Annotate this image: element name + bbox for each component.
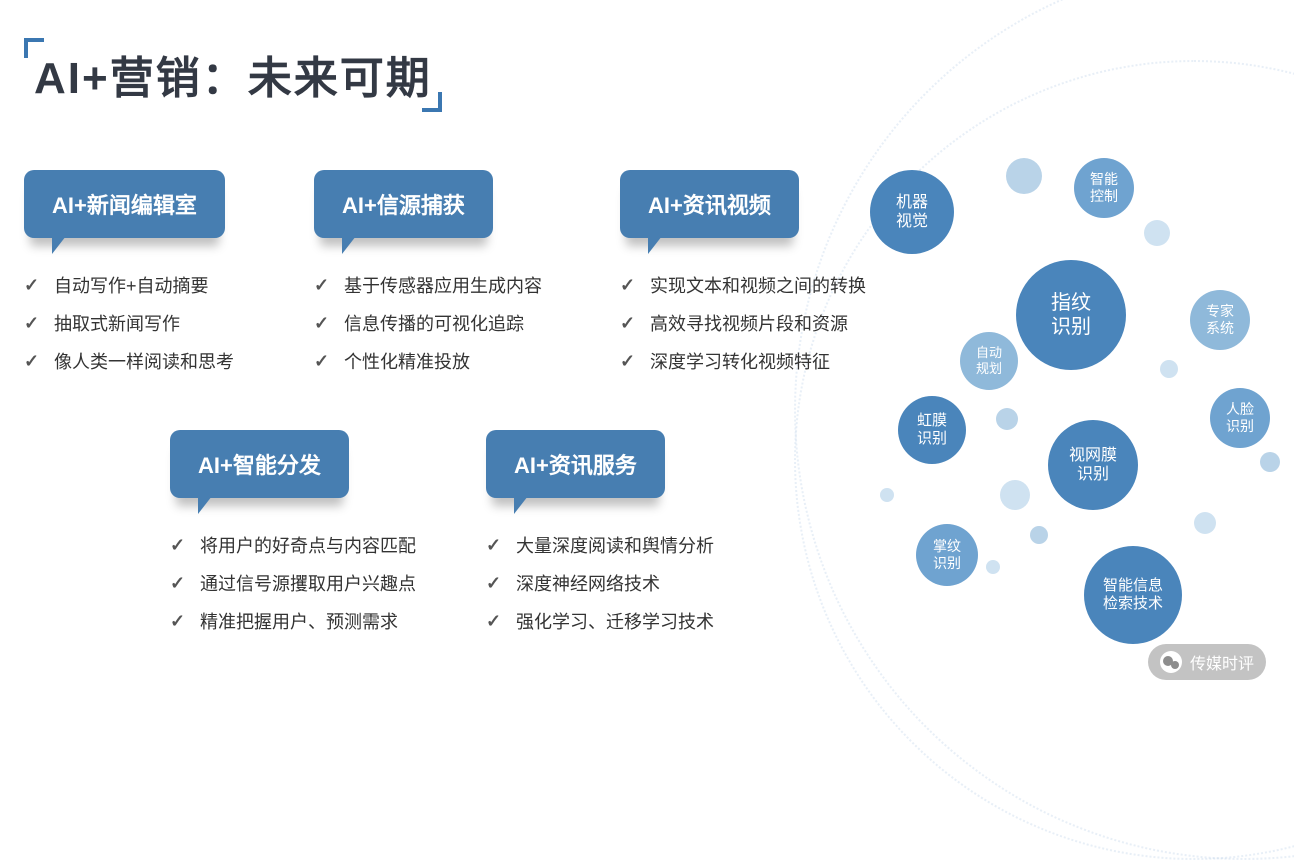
card-items: ✓ 基于传感器应用生成内容 ✓ 信息传播的可视化追踪 ✓ 个性化精准投放 bbox=[314, 272, 542, 374]
check-icon: ✓ bbox=[620, 275, 640, 296]
card-header: AI+智能分发 bbox=[170, 430, 349, 498]
page-title: AI+营销：未来可期 bbox=[34, 54, 432, 103]
check-icon: ✓ bbox=[170, 573, 190, 594]
card-items: ✓ 大量深度阅读和舆情分析 ✓ 深度神经网络技术 ✓ 强化学习、迁移学习技术 bbox=[486, 532, 714, 634]
card-items: ✓ 实现文本和视频之间的转换 ✓ 高效寻找视频片段和资源 ✓ 深度学习转化视频特征 bbox=[620, 272, 866, 374]
card-item: ✓ 像人类一样阅读和思考 bbox=[24, 348, 234, 374]
card-item: ✓ 高效寻找视频片段和资源 bbox=[620, 310, 866, 336]
card-item-text: 大量深度阅读和舆情分析 bbox=[516, 532, 714, 558]
topic-circle: 指纹 识别 bbox=[1016, 260, 1126, 370]
watermark: 传媒时评 bbox=[1148, 644, 1266, 680]
check-icon: ✓ bbox=[314, 351, 334, 372]
title-bracket-top-left bbox=[24, 38, 44, 58]
decorative-blob bbox=[1006, 158, 1042, 194]
card-item: ✓ 抽取式新闻写作 bbox=[24, 310, 234, 336]
check-icon: ✓ bbox=[620, 313, 640, 334]
card-c2: AI+信源捕获 ✓ 基于传感器应用生成内容 ✓ 信息传播的可视化追踪 ✓ 个性化精准投放 bbox=[314, 170, 542, 386]
decorative-blob bbox=[1194, 512, 1216, 534]
decorative-blob bbox=[1000, 480, 1030, 510]
card-c3: AI+资讯视频 ✓ 实现文本和视频之间的转换 ✓ 高效寻找视频片段和资源 ✓ 深度学习转化视… bbox=[620, 170, 866, 386]
topic-circle-label: 视网膜 识别 bbox=[1069, 446, 1117, 484]
card-item-text: 深度学习转化视频特征 bbox=[650, 348, 830, 374]
topic-circle-label: 专家 系统 bbox=[1206, 303, 1234, 337]
card-header: AI+资讯视频 bbox=[620, 170, 799, 238]
check-icon: ✓ bbox=[486, 573, 506, 594]
card-item-text: 将用户的好奇点与内容匹配 bbox=[200, 532, 416, 558]
check-icon: ✓ bbox=[314, 313, 334, 334]
topic-circle-label: 掌纹 识别 bbox=[933, 538, 961, 572]
card-item-text: 自动写作+自动摘要 bbox=[54, 272, 209, 298]
decorative-blob bbox=[1260, 452, 1280, 472]
wechat-icon bbox=[1160, 651, 1182, 673]
check-icon: ✓ bbox=[24, 275, 44, 296]
topic-circle-label: 智能信息 检索技术 bbox=[1103, 577, 1163, 613]
card-items: ✓ 将用户的好奇点与内容匹配 ✓ 通过信号源攫取用户兴趣点 ✓ 精准把握用户、预测需求 bbox=[170, 532, 416, 634]
decorative-blob bbox=[1030, 526, 1048, 544]
card-item: ✓ 基于传感器应用生成内容 bbox=[314, 272, 542, 298]
card-item-text: 高效寻找视频片段和资源 bbox=[650, 310, 848, 336]
decorative-blob bbox=[880, 488, 894, 502]
topic-circle: 虹膜 识别 bbox=[898, 396, 966, 464]
card-header: AI+信源捕获 bbox=[314, 170, 493, 238]
decorative-blob bbox=[986, 560, 1000, 574]
card-item-text: 信息传播的可视化追踪 bbox=[344, 310, 524, 336]
card-header: AI+资讯服务 bbox=[486, 430, 665, 498]
card-item: ✓ 强化学习、迁移学习技术 bbox=[486, 608, 714, 634]
card-item: ✓ 通过信号源攫取用户兴趣点 bbox=[170, 570, 416, 596]
card-item: ✓ 深度神经网络技术 bbox=[486, 570, 714, 596]
card-c1: AI+新闻编辑室 ✓ 自动写作+自动摘要 ✓ 抽取式新闻写作 ✓ 像人类一样阅读和思考 bbox=[24, 170, 234, 386]
card-item-text: 强化学习、迁移学习技术 bbox=[516, 608, 714, 634]
card-item-text: 抽取式新闻写作 bbox=[54, 310, 180, 336]
topic-circle-label: 人脸 识别 bbox=[1226, 401, 1254, 435]
check-icon: ✓ bbox=[170, 611, 190, 632]
topic-circle: 机器 视觉 bbox=[870, 170, 954, 254]
decorative-blob bbox=[996, 408, 1018, 430]
topic-circle: 智能 控制 bbox=[1074, 158, 1134, 218]
check-icon: ✓ bbox=[620, 351, 640, 372]
topic-circle: 自动 规划 bbox=[960, 332, 1018, 390]
topic-circle: 人脸 识别 bbox=[1210, 388, 1270, 448]
card-item-text: 个性化精准投放 bbox=[344, 348, 470, 374]
check-icon: ✓ bbox=[486, 535, 506, 556]
card-item: ✓ 深度学习转化视频特征 bbox=[620, 348, 866, 374]
card-item-text: 精准把握用户、预测需求 bbox=[200, 608, 398, 634]
page-title-wrap: AI+营销：未来可期 bbox=[24, 38, 442, 112]
card-item: ✓ 精准把握用户、预测需求 bbox=[170, 608, 416, 634]
topic-circle-label: 指纹 识别 bbox=[1051, 291, 1091, 339]
card-item: ✓ 大量深度阅读和舆情分析 bbox=[486, 532, 714, 558]
watermark-text: 传媒时评 bbox=[1190, 650, 1254, 674]
topic-circle: 智能信息 检索技术 bbox=[1084, 546, 1182, 644]
card-item: ✓ 将用户的好奇点与内容匹配 bbox=[170, 532, 416, 558]
card-item-text: 基于传感器应用生成内容 bbox=[344, 272, 542, 298]
decorative-blob bbox=[1144, 220, 1170, 246]
check-icon: ✓ bbox=[24, 351, 44, 372]
decorative-blob bbox=[1160, 360, 1178, 378]
card-c4: AI+智能分发 ✓ 将用户的好奇点与内容匹配 ✓ 通过信号源攫取用户兴趣点 ✓ 精准把握用户… bbox=[170, 430, 416, 646]
card-item: ✓ 实现文本和视频之间的转换 bbox=[620, 272, 866, 298]
card-item-text: 实现文本和视频之间的转换 bbox=[650, 272, 866, 298]
card-item: ✓ 信息传播的可视化追踪 bbox=[314, 310, 542, 336]
topic-circle-label: 自动 规划 bbox=[976, 345, 1002, 376]
check-icon: ✓ bbox=[314, 275, 334, 296]
card-item-text: 深度神经网络技术 bbox=[516, 570, 660, 596]
card-item-text: 通过信号源攫取用户兴趣点 bbox=[200, 570, 416, 596]
topic-circle: 专家 系统 bbox=[1190, 290, 1250, 350]
topic-circle-label: 虹膜 识别 bbox=[917, 412, 947, 448]
card-item: ✓ 自动写作+自动摘要 bbox=[24, 272, 234, 298]
card-header: AI+新闻编辑室 bbox=[24, 170, 225, 238]
title-bracket-bottom-right bbox=[422, 92, 442, 112]
check-icon: ✓ bbox=[170, 535, 190, 556]
card-c5: AI+资讯服务 ✓ 大量深度阅读和舆情分析 ✓ 深度神经网络技术 ✓ 强化学习、迁移学习技术 bbox=[486, 430, 714, 646]
topic-circle: 掌纹 识别 bbox=[916, 524, 978, 586]
card-items: ✓ 自动写作+自动摘要 ✓ 抽取式新闻写作 ✓ 像人类一样阅读和思考 bbox=[24, 272, 234, 374]
card-item-text: 像人类一样阅读和思考 bbox=[54, 348, 234, 374]
check-icon: ✓ bbox=[486, 611, 506, 632]
card-item: ✓ 个性化精准投放 bbox=[314, 348, 542, 374]
topic-circle-label: 智能 控制 bbox=[1090, 171, 1118, 205]
topic-circle-label: 机器 视觉 bbox=[896, 193, 928, 231]
topic-circle: 视网膜 识别 bbox=[1048, 420, 1138, 510]
check-icon: ✓ bbox=[24, 313, 44, 334]
